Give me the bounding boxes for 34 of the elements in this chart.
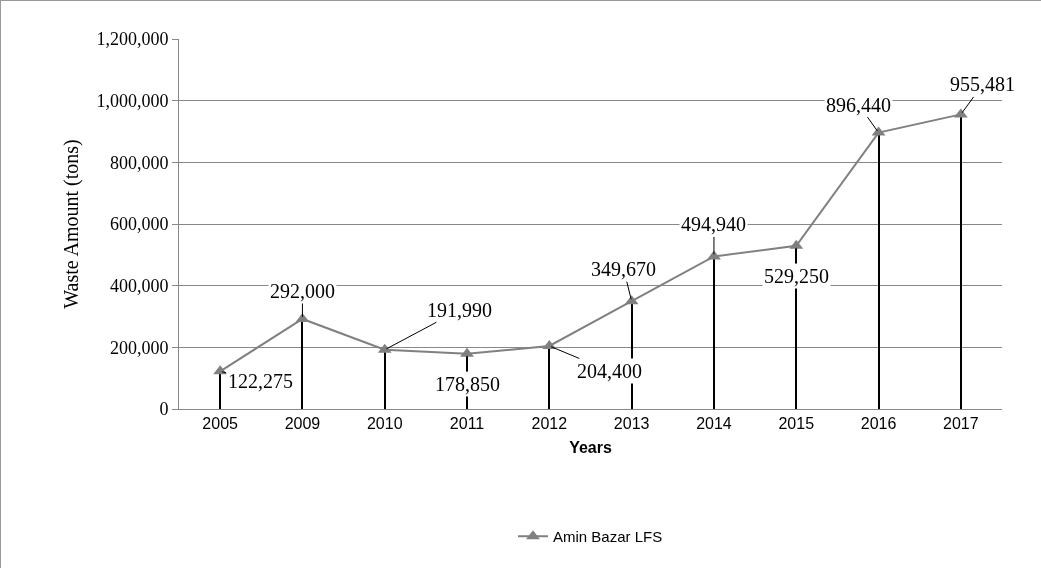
y-tick-label: 0 bbox=[159, 399, 169, 420]
data-label: 122,275 bbox=[228, 370, 293, 392]
point bbox=[460, 347, 474, 357]
x-tick-label: 2012 bbox=[531, 415, 568, 433]
y-axis-title: Waste Amount (tons) bbox=[59, 139, 83, 309]
x-tick-label: 2015 bbox=[778, 415, 815, 433]
bar bbox=[960, 114, 962, 409]
x-tick-label: 2005 bbox=[202, 415, 239, 433]
data-label: 292,000 bbox=[270, 280, 335, 302]
data-label: 178,850 bbox=[435, 373, 500, 395]
data-label: 349,670 bbox=[591, 258, 656, 280]
data-label: 191,990 bbox=[427, 299, 492, 321]
legend-label: Amin Bazar LFS bbox=[553, 528, 663, 546]
x-tick-label: 2010 bbox=[366, 415, 403, 433]
data-label: 494,940 bbox=[681, 213, 746, 235]
y-tick-label: 400,000 bbox=[109, 275, 169, 296]
data-label: 955,481 bbox=[950, 73, 1015, 95]
data-label: 204,400 bbox=[577, 360, 642, 382]
y-tick-label: 200,000 bbox=[109, 337, 169, 358]
x-axis-title: Years bbox=[569, 438, 612, 456]
x-tick-label: 2013 bbox=[613, 415, 650, 433]
x-tick-label: 2009 bbox=[284, 415, 321, 433]
bar bbox=[219, 371, 221, 409]
x-tick-label: 2016 bbox=[860, 415, 897, 433]
y-tick-label: 600,000 bbox=[109, 214, 169, 235]
bar bbox=[713, 256, 715, 409]
data-label: 529,250 bbox=[764, 265, 829, 287]
y-tick-label: 1,200,000 bbox=[96, 29, 169, 50]
y-tick-label: 800,000 bbox=[109, 152, 169, 173]
x-tick-label: 2011 bbox=[449, 415, 485, 433]
x-tick-label: 2014 bbox=[696, 415, 732, 433]
data-label: 896,440 bbox=[826, 94, 891, 116]
x-tick-label: 2017 bbox=[943, 415, 979, 433]
y-tick-label: 1,000,000 bbox=[96, 90, 169, 111]
